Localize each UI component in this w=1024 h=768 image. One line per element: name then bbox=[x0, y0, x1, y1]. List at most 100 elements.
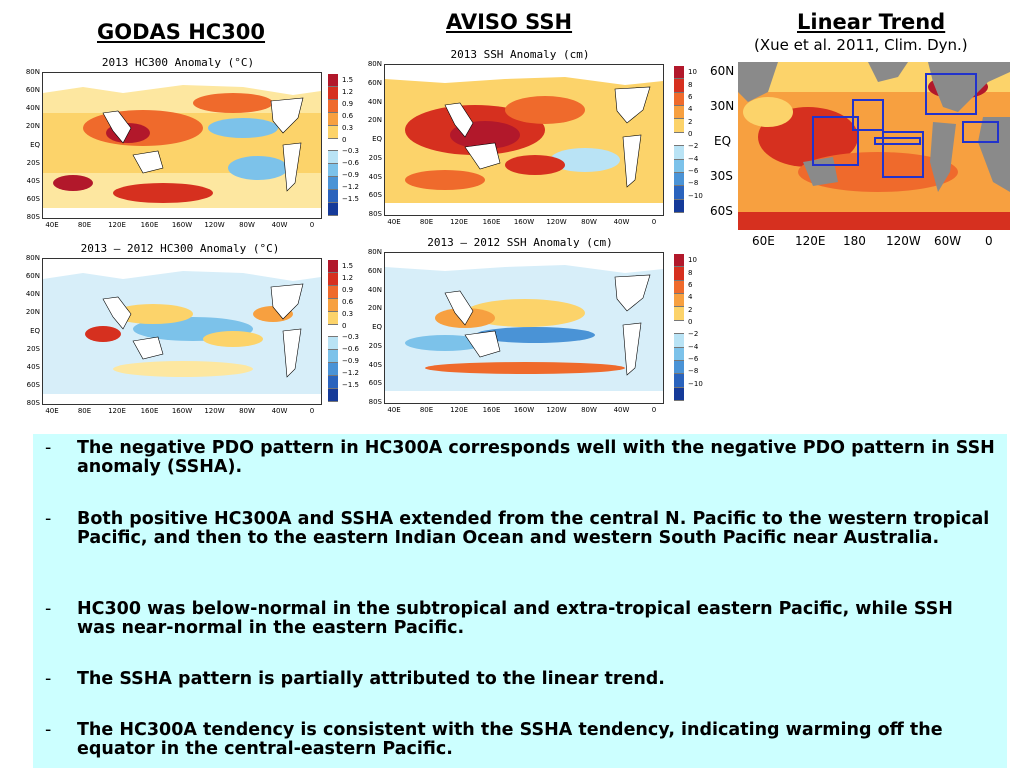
lat-tick-label: 80N bbox=[25, 254, 40, 262]
lon-tick-label: 120W bbox=[546, 406, 567, 414]
colorbar-swatch bbox=[328, 272, 338, 286]
colorbar bbox=[674, 254, 684, 401]
lon-tick-label: 0 bbox=[309, 407, 315, 415]
lon-tick-label: 160W bbox=[171, 221, 193, 229]
lon-tick-label: 40E bbox=[387, 406, 401, 414]
lon-tick-label: 160E bbox=[482, 406, 501, 414]
lon-tick-label: 160E bbox=[482, 218, 501, 226]
colorbar-swatch bbox=[674, 199, 684, 213]
anomaly-map bbox=[384, 252, 664, 404]
lat-tick-label: 40N bbox=[25, 290, 40, 299]
anomaly-map bbox=[42, 258, 322, 405]
colorbar-label: −10 bbox=[688, 191, 703, 200]
colorbar-swatch bbox=[328, 260, 338, 273]
colorbar-label: −8 bbox=[688, 367, 699, 376]
colorbar-label: 8 bbox=[688, 80, 693, 89]
colorbar-label: −1.2 bbox=[342, 369, 359, 378]
colorbar bbox=[328, 260, 338, 402]
colorbar-label: 1.5 bbox=[342, 261, 354, 270]
colorbar-swatch bbox=[328, 164, 338, 178]
panel-title: 2013 HC300 Anomaly (°C) bbox=[101, 56, 255, 69]
colorbar-label: 0.3 bbox=[342, 123, 354, 132]
lat-tick-label: EQ bbox=[372, 323, 382, 331]
colorbar-swatch bbox=[328, 151, 338, 165]
colorbar-label: 0 bbox=[342, 135, 347, 144]
lat-tick-label: 40N bbox=[367, 285, 382, 294]
bullet-text: The HC300A tendency is consistent with t… bbox=[77, 720, 943, 759]
lat-tick-label: 60N bbox=[367, 78, 382, 87]
lon-tick-label: 40E bbox=[45, 407, 59, 415]
trend-field bbox=[738, 62, 1010, 230]
colorbar-swatch bbox=[328, 74, 338, 87]
colorbar-label: 8 bbox=[688, 268, 693, 277]
bullet-text: The negative PDO pattern in HC300A corre… bbox=[77, 438, 995, 477]
lat-tick-label: 40N bbox=[367, 97, 382, 106]
lat-tick-label: 60N bbox=[367, 266, 382, 275]
lat-tick-label: 80N bbox=[25, 68, 40, 76]
anomaly-field bbox=[385, 253, 663, 403]
lon-tick-label: 40W bbox=[271, 407, 288, 415]
lon-tick-label: 80W bbox=[239, 221, 255, 229]
lon-tick-label: 40E bbox=[387, 218, 401, 226]
lon-tick-label: 40W bbox=[271, 221, 288, 229]
lat-tick-label: 40N bbox=[25, 104, 40, 113]
bullet-dash: - bbox=[45, 720, 52, 740]
lon-tick-label: 160W bbox=[513, 218, 535, 226]
colorbar-swatch bbox=[674, 280, 684, 295]
colorbar-swatch bbox=[328, 376, 338, 390]
colorbar-swatch bbox=[328, 190, 338, 204]
trend-lat-label: EQ bbox=[714, 134, 732, 148]
colorbar-swatch bbox=[674, 320, 684, 335]
colorbar-swatch bbox=[328, 177, 338, 191]
lat-tick-label: 60S bbox=[368, 191, 382, 200]
lat-tick-label: EQ bbox=[372, 135, 382, 143]
colorbar-label: 0.6 bbox=[342, 111, 354, 120]
colorbar-label: −0.3 bbox=[342, 333, 359, 342]
colorbar bbox=[674, 66, 684, 213]
bullet-dash: - bbox=[45, 438, 52, 458]
anomaly-map bbox=[384, 64, 664, 216]
panel-title: 2013 – 2012 SSH Anomaly (cm) bbox=[427, 236, 613, 249]
lon-tick-label: 80E bbox=[77, 221, 92, 229]
colorbar-swatch bbox=[674, 79, 684, 93]
colorbar-label: 0.3 bbox=[342, 309, 354, 318]
lat-tick-label: 80S bbox=[368, 210, 382, 218]
colorbar-label: −0.9 bbox=[342, 357, 359, 366]
colorbar-swatch bbox=[328, 389, 338, 402]
trend-lon-label: 180 bbox=[843, 234, 866, 248]
lat-tick-label: 40S bbox=[26, 176, 40, 185]
colorbar-swatch bbox=[328, 99, 338, 113]
colorbar-swatch bbox=[674, 146, 684, 160]
colorbar-label: 10 bbox=[688, 256, 697, 265]
colorbar-swatch bbox=[674, 334, 684, 348]
lon-tick-label: 0 bbox=[651, 406, 657, 414]
lon-tick-label: 80E bbox=[419, 218, 434, 226]
lon-tick-label: 120E bbox=[450, 406, 468, 414]
colorbar-label: 10 bbox=[688, 68, 697, 77]
colorbar-swatch bbox=[674, 347, 684, 361]
aviso-header: AVISO SSH bbox=[446, 10, 573, 34]
colorbar-swatch bbox=[674, 307, 684, 321]
bullet-dash: - bbox=[45, 509, 52, 529]
trend-lon-label: 120E bbox=[795, 234, 826, 248]
panel-title: 2013 SSH Anomaly (cm) bbox=[450, 48, 590, 61]
lat-tick-label: 20N bbox=[25, 308, 40, 317]
bullet-text: HC300 was below-normal in the subtropica… bbox=[77, 599, 953, 638]
colorbar-label: 0 bbox=[688, 130, 693, 138]
lon-tick-label: 0 bbox=[309, 221, 315, 229]
bullet-text: Both positive HC300A and SSHA extended f… bbox=[77, 509, 990, 548]
trend-map bbox=[738, 62, 1010, 230]
colorbar-label: −2 bbox=[688, 142, 699, 151]
colorbar-swatch bbox=[674, 294, 684, 308]
lon-tick-label: 160W bbox=[513, 406, 535, 414]
anomaly-field bbox=[43, 73, 321, 218]
lon-tick-label: 160W bbox=[171, 407, 193, 415]
colorbar-swatch bbox=[328, 363, 338, 377]
lat-tick-label: 60S bbox=[368, 379, 382, 388]
lat-tick-label: 20N bbox=[367, 116, 382, 125]
anomaly-map bbox=[42, 72, 322, 219]
colorbar-label: −0.3 bbox=[342, 147, 359, 156]
lon-tick-label: 40W bbox=[613, 406, 630, 414]
colorbar-label: 2 bbox=[688, 305, 693, 314]
colorbar-swatch bbox=[328, 350, 338, 364]
